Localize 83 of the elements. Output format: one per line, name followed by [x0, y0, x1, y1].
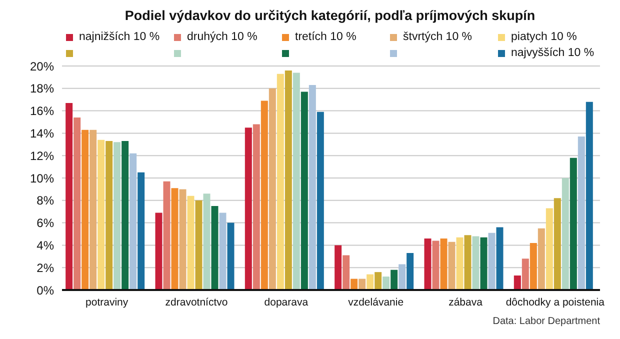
legend-label: piatych 10 %	[511, 31, 577, 43]
bar	[316, 112, 324, 290]
legend-label: štvrtých 10 %	[403, 31, 472, 43]
x-tick-label: zábava	[448, 296, 483, 308]
bar	[98, 140, 105, 290]
bar	[554, 198, 561, 290]
legend-label: tretích 10 %	[295, 31, 356, 43]
bar	[480, 237, 488, 290]
x-tick-label: zdravotníctvo	[165, 296, 228, 308]
bar	[570, 158, 577, 290]
y-tick-label: 10%	[30, 171, 54, 186]
bar	[66, 102, 73, 290]
bar	[432, 240, 440, 290]
bar	[90, 130, 97, 290]
bar	[284, 70, 292, 290]
bar	[334, 245, 342, 290]
bar	[252, 124, 260, 290]
bar	[578, 136, 585, 290]
bar	[268, 88, 276, 290]
bar	[74, 118, 81, 290]
bar	[195, 200, 202, 290]
bar	[382, 276, 390, 290]
legend-label: najvyšších 10 %	[511, 47, 594, 59]
bar	[122, 141, 129, 290]
bar	[390, 270, 398, 290]
bar	[203, 194, 210, 290]
bar	[308, 85, 316, 290]
bar	[171, 188, 178, 290]
chart-title: Podiel výdavkov do určitých kategórií, podľa príjmových skupín	[124, 8, 536, 25]
bar	[227, 222, 234, 290]
x-tick-label: potraviny	[86, 296, 129, 308]
y-tick-label: 8%	[36, 194, 54, 208]
bar	[374, 272, 382, 290]
bar	[546, 208, 553, 290]
x-tick-label: doparava	[264, 296, 308, 308]
y-tick-label: 2%	[36, 260, 54, 275]
bar	[260, 100, 268, 290]
bar	[300, 92, 308, 290]
bar	[366, 274, 374, 290]
bar	[464, 235, 472, 290]
bar	[398, 264, 406, 290]
y-tick-label: 16%	[30, 104, 54, 118]
bar	[114, 142, 121, 290]
bar	[522, 258, 529, 290]
legend-label: druhých 10 %	[187, 31, 258, 43]
bar	[586, 102, 593, 290]
bar	[244, 128, 252, 290]
bar	[440, 238, 448, 290]
y-tick-label: 6%	[36, 216, 54, 230]
bar	[456, 237, 464, 290]
bar	[292, 72, 300, 290]
bar	[82, 130, 89, 290]
bar	[406, 253, 414, 290]
bar	[179, 189, 186, 290]
y-tick-label: 0%	[36, 283, 54, 298]
bar	[424, 238, 432, 290]
y-tick-label: 18%	[30, 82, 54, 96]
bar	[106, 141, 113, 290]
bar	[163, 181, 170, 290]
bar	[219, 212, 226, 290]
bar	[130, 153, 137, 290]
x-tick-label: vzdelávanie	[348, 296, 404, 308]
bar	[514, 275, 521, 290]
y-tick-label: 14%	[30, 126, 54, 140]
bar	[488, 232, 496, 290]
x-tick-label: dôchodky a poistenia	[506, 296, 605, 308]
y-tick-label: 4%	[36, 238, 54, 252]
bar	[448, 242, 456, 290]
bar	[211, 206, 218, 290]
bar	[530, 242, 537, 290]
bar	[155, 212, 162, 290]
bar	[138, 172, 145, 290]
bar	[496, 227, 504, 290]
bar	[472, 236, 480, 290]
bar	[276, 74, 284, 290]
legend-label: najnižších 10 %	[79, 31, 160, 43]
bar	[538, 228, 545, 290]
y-tick-label: 12%	[30, 148, 54, 163]
y-tick-label: 20%	[30, 59, 54, 74]
bar	[342, 255, 350, 290]
bar	[562, 178, 569, 290]
text: Data: Labor Department	[492, 316, 600, 327]
bar	[187, 196, 194, 290]
